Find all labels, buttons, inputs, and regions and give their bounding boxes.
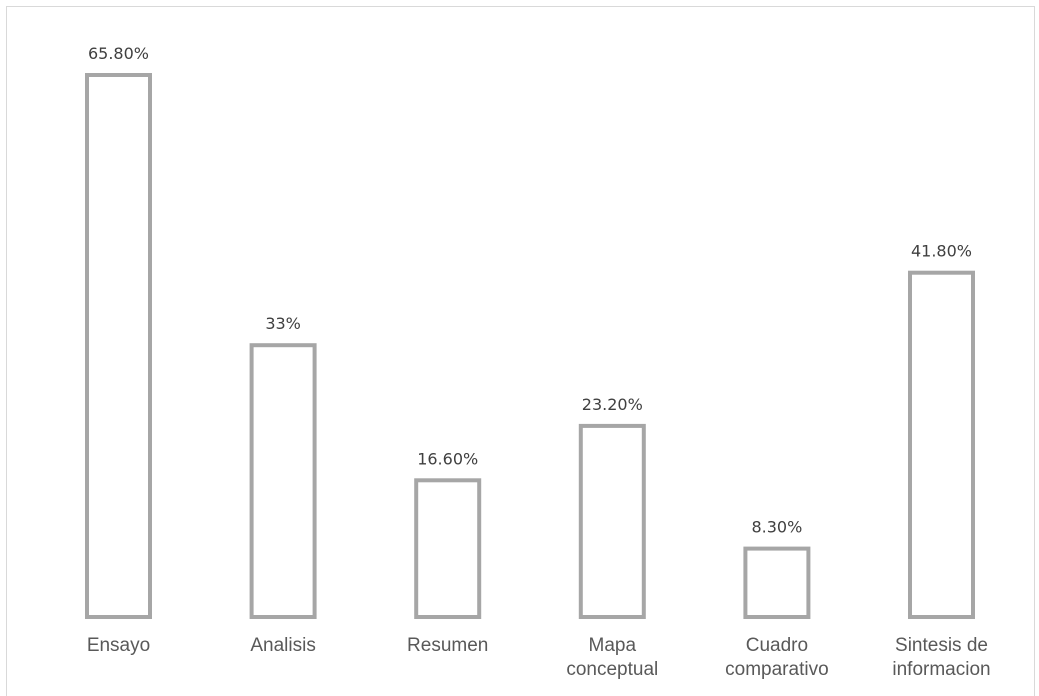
category-label-line: Resumen — [407, 635, 488, 656]
category-label-4: Cuadro comparativo — [725, 635, 829, 680]
category-label-line: comparativo — [725, 659, 829, 680]
category-label-line: Mapa — [589, 635, 637, 656]
category-label-1: Analisis — [250, 635, 315, 656]
category-label-line: Ensayo — [87, 635, 150, 656]
category-labels-group: Ensayo Analisis Resumen Mapa conceptual Cuadr… — [87, 635, 991, 680]
category-label-3: Mapa conceptual — [566, 635, 658, 680]
category-label-line: informacion — [892, 659, 990, 680]
bar-4 — [745, 549, 808, 617]
bar-5 — [910, 273, 973, 617]
data-labels-group: 65.80% 33% 16.60% 23.20% 8.30% 41.80% — [88, 44, 972, 537]
data-label-2: 16.60% — [417, 449, 478, 468]
category-label-0: Ensayo — [87, 635, 150, 656]
bar-3 — [581, 426, 644, 617]
data-label-3: 23.20% — [582, 395, 643, 414]
data-label-1: 33% — [265, 314, 301, 333]
bar-2 — [416, 480, 479, 617]
bar-1 — [252, 345, 315, 617]
category-label-line: conceptual — [566, 659, 658, 680]
category-label-line: Analisis — [250, 635, 315, 656]
data-label-5: 41.80% — [911, 242, 972, 261]
category-label-line: Cuadro — [746, 635, 808, 656]
data-label-0: 65.80% — [88, 44, 149, 63]
bars-group — [87, 75, 973, 617]
category-label-line: Sintesis de — [895, 635, 988, 656]
bar-0 — [87, 75, 150, 617]
data-label-4: 8.30% — [751, 518, 802, 537]
category-label-2: Resumen — [407, 635, 488, 656]
category-label-5: Sintesis de informacion — [892, 635, 990, 680]
